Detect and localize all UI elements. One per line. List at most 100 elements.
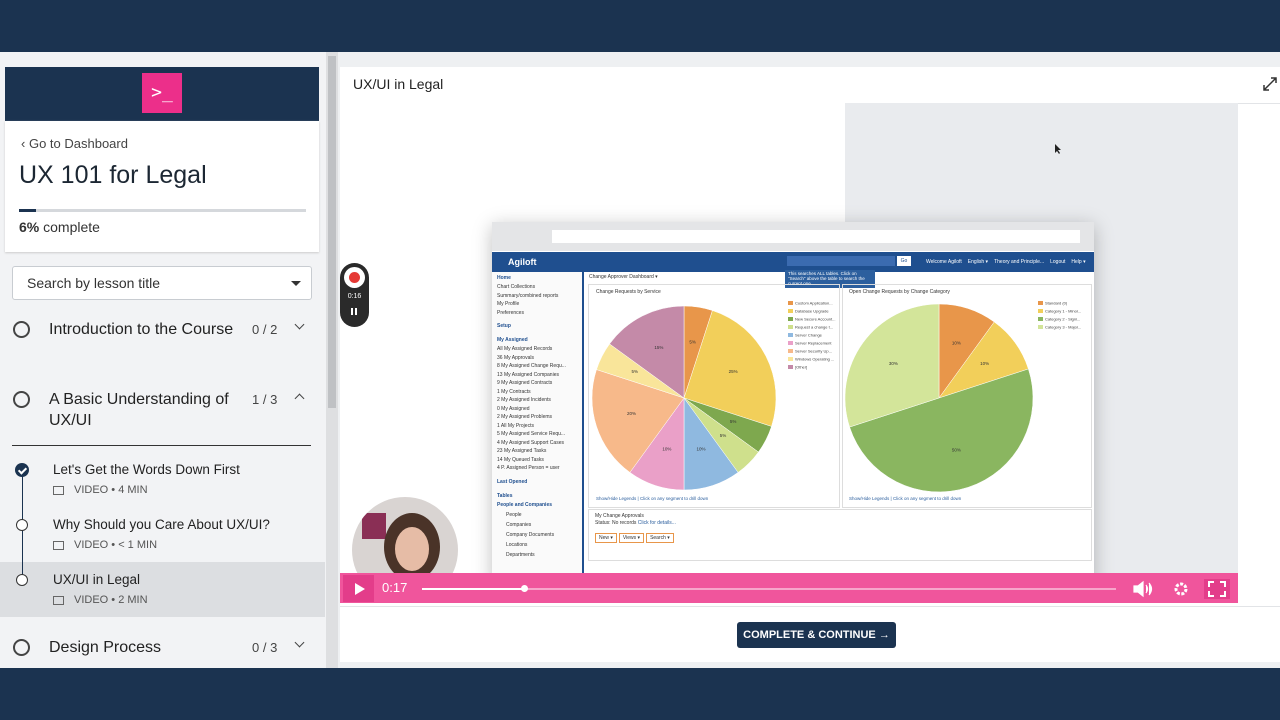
- app-window: >_ ‹ Go to Dashboard UX 101 for Legal 6%…: [0, 52, 1280, 668]
- progress-label: 6%: [19, 219, 40, 235]
- nav-item: 1 All My Projects: [497, 422, 534, 429]
- progress-suffix: complete: [43, 219, 100, 235]
- logo[interactable]: >_: [142, 73, 182, 113]
- nav-item: 0 My Assigned: [497, 405, 530, 412]
- nav-item: 4 My Assigned Support Cases: [497, 439, 564, 446]
- control-bar: 0:17: [340, 573, 1238, 603]
- legend-label: Server Replacement: [795, 341, 832, 346]
- complete-button[interactable]: COMPLETE & CONTINUE →: [737, 622, 896, 648]
- section-status: [13, 639, 30, 656]
- legend-swatch: [788, 301, 793, 305]
- nav-item: Chart Collections: [497, 284, 536, 290]
- legend-label: Database Upgrade: [795, 309, 829, 314]
- charts: Change Requests by Service 5% Custom Appli…: [591, 289, 1081, 493]
- nav-item: 13 My Assigned Companies: [497, 371, 559, 378]
- dashboard-title: Change Approver Dashboard ▾: [589, 274, 658, 280]
- pie-slice: [591, 369, 685, 473]
- search-box: [787, 256, 895, 266]
- course-card: ‹ Go to Dashboard UX 101 for Legal 6% co…: [5, 121, 319, 252]
- legend-label: New Secure Account...: [795, 317, 835, 322]
- legend-swatch: [1038, 301, 1043, 305]
- section-title[interactable]: Introduction to the Course: [49, 321, 234, 338]
- lesson-meta: VIDEO • < 1 MIN: [74, 539, 158, 551]
- lesson-title[interactable]: Let's Get the Words Down First: [53, 462, 240, 477]
- nav-item: Tables: [497, 492, 513, 499]
- approvals-button: Search ▾: [646, 533, 674, 543]
- legend-label: Windows Operating ...: [795, 357, 834, 362]
- play-button[interactable]: [343, 575, 374, 602]
- lesson-title[interactable]: Why Should you Care About UX/UI?: [53, 517, 270, 532]
- lesson-status: [16, 519, 28, 531]
- progress-track: [19, 209, 306, 212]
- legend-label: Request a change t...: [795, 325, 833, 330]
- app-topbar: Agiloft Go Welcome Agiloft English ▾ Theor…: [492, 252, 1094, 272]
- back-link[interactable]: ‹ Go to Dashboard: [21, 136, 128, 151]
- go-button: Go: [897, 256, 911, 266]
- legend-label: Category 3 - Major...: [1045, 325, 1081, 330]
- approvals-button: Views ▾: [618, 533, 645, 543]
- slice-label: 10%: [980, 361, 989, 366]
- section-title[interactable]: Design Process: [49, 639, 162, 656]
- video-player[interactable]: Agiloft Go Welcome Agiloft English ▾ Theor…: [340, 103, 1238, 603]
- player-icons[interactable]: [1132, 579, 1232, 599]
- lesson-status: [16, 574, 28, 586]
- lesson-title[interactable]: UX/UI in Legal: [53, 572, 141, 587]
- approvals-title: My Change Approvals: [595, 513, 644, 519]
- progress-fill: [19, 209, 37, 212]
- nav-item: My Profile: [497, 301, 520, 307]
- lesson-title: UX/UI in Legal: [353, 76, 444, 92]
- legend-swatch: [788, 341, 793, 345]
- back-text[interactable]: Go to Dashboard: [28, 136, 128, 151]
- legend-label: Server Change: [795, 333, 823, 338]
- legend-swatch: [788, 325, 793, 329]
- approvals-status: Status: No records: [595, 520, 637, 526]
- chart-note: Show/Hide Legends | Click on any segment…: [596, 496, 709, 501]
- recorder-time: 0:16: [347, 293, 362, 300]
- legend-swatch: [788, 357, 793, 361]
- nav-item: 8 My Assigned Change Requ...: [497, 363, 566, 369]
- legend-label: Category 2 - Signi...: [1045, 317, 1080, 322]
- progress-text: 6% complete: [19, 219, 100, 235]
- nav-item: Setup: [497, 323, 511, 329]
- seek-handle[interactable]: [521, 585, 528, 592]
- active-lesson-bg: [0, 562, 325, 617]
- logo-bar: >_: [5, 67, 319, 121]
- legend-swatch: [788, 309, 793, 313]
- nav-item: My Assigned: [497, 337, 528, 343]
- slice-label: 50%: [952, 448, 961, 453]
- section-title[interactable]: A Basic Understanding of UX/UI: [49, 391, 229, 429]
- video-time: 0:17: [382, 580, 408, 595]
- slice-label: 30%: [889, 361, 898, 366]
- chart-panel: [842, 284, 1092, 508]
- nav-item: Last Opened: [497, 478, 528, 485]
- nav-item: 14 My Queued Tasks: [497, 456, 544, 463]
- search-select[interactable]: Search by lesson title: [12, 266, 312, 300]
- legend-swatch: [788, 365, 793, 369]
- top-nav-item: Logout: [1050, 259, 1066, 265]
- nav-item: Preferences: [497, 309, 524, 316]
- pie-slice: [683, 310, 777, 427]
- app-screenshot: Agiloft Go Welcome Agiloft English ▾ Theor…: [492, 222, 1094, 584]
- lesson-status: [15, 463, 29, 477]
- complete-text[interactable]: COMPLETE & CONTINUE: [743, 629, 876, 641]
- pause-icon[interactable]: [351, 308, 353, 315]
- scroll-thumb[interactable]: [328, 56, 336, 408]
- chart-title: Change Requests by Service: [596, 289, 661, 295]
- legend-swatch: [788, 349, 793, 353]
- legend-label: Custom Application...: [795, 301, 833, 306]
- seek-progress: [422, 588, 524, 590]
- slice-label: 20%: [627, 411, 636, 416]
- recorder[interactable]: 0:16: [340, 263, 369, 327]
- nav-item: People and Companies: [497, 501, 553, 508]
- fullscreen-icon[interactable]: [1262, 76, 1278, 92]
- top-nav-item: Help ▾: [1071, 259, 1086, 265]
- nav-item: 23 My Assigned Tasks: [497, 448, 547, 454]
- nav-item: 9 My Assigned Contracts: [497, 380, 553, 386]
- nav-item: 2 My Assigned Incidents: [497, 397, 551, 403]
- section-status: [13, 391, 30, 408]
- video-icon: [53, 596, 64, 605]
- seek-track[interactable]: [422, 588, 1116, 590]
- scrollbar: [326, 52, 338, 668]
- section-count: 1 / 3: [252, 392, 278, 407]
- app-nav: Home Chart Collections Summary/combined re…: [492, 272, 584, 584]
